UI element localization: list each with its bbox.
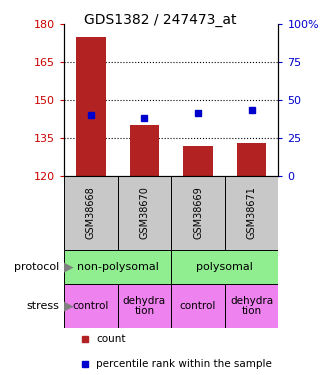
Text: ▶: ▶ bbox=[64, 261, 74, 273]
Text: control: control bbox=[73, 301, 109, 311]
Text: GSM38669: GSM38669 bbox=[193, 186, 203, 239]
Bar bbox=[118, 176, 171, 250]
Text: stress: stress bbox=[27, 301, 60, 311]
Bar bbox=[64, 176, 118, 250]
Bar bbox=[171, 250, 278, 284]
Text: GSM38671: GSM38671 bbox=[247, 186, 257, 239]
Bar bbox=[171, 176, 225, 250]
Text: count: count bbox=[96, 334, 126, 344]
Bar bbox=[183, 146, 213, 176]
Bar bbox=[225, 176, 278, 250]
Text: dehydra
tion: dehydra tion bbox=[230, 296, 273, 316]
Text: GDS1382 / 247473_at: GDS1382 / 247473_at bbox=[84, 13, 236, 27]
Bar bbox=[118, 284, 171, 328]
Bar bbox=[237, 143, 266, 176]
Text: dehydra
tion: dehydra tion bbox=[123, 296, 166, 316]
Bar bbox=[64, 284, 118, 328]
Text: GSM38668: GSM38668 bbox=[86, 186, 96, 239]
Bar bbox=[225, 284, 278, 328]
Bar bbox=[76, 37, 106, 176]
Text: non-polysomal: non-polysomal bbox=[77, 262, 158, 272]
Text: control: control bbox=[180, 301, 216, 311]
Text: GSM38670: GSM38670 bbox=[140, 186, 149, 239]
Bar bbox=[130, 126, 159, 176]
Text: protocol: protocol bbox=[14, 262, 60, 272]
Text: percentile rank within the sample: percentile rank within the sample bbox=[96, 359, 272, 369]
Text: ▶: ▶ bbox=[64, 300, 74, 312]
Bar bbox=[64, 250, 171, 284]
Text: polysomal: polysomal bbox=[196, 262, 253, 272]
Bar bbox=[171, 284, 225, 328]
